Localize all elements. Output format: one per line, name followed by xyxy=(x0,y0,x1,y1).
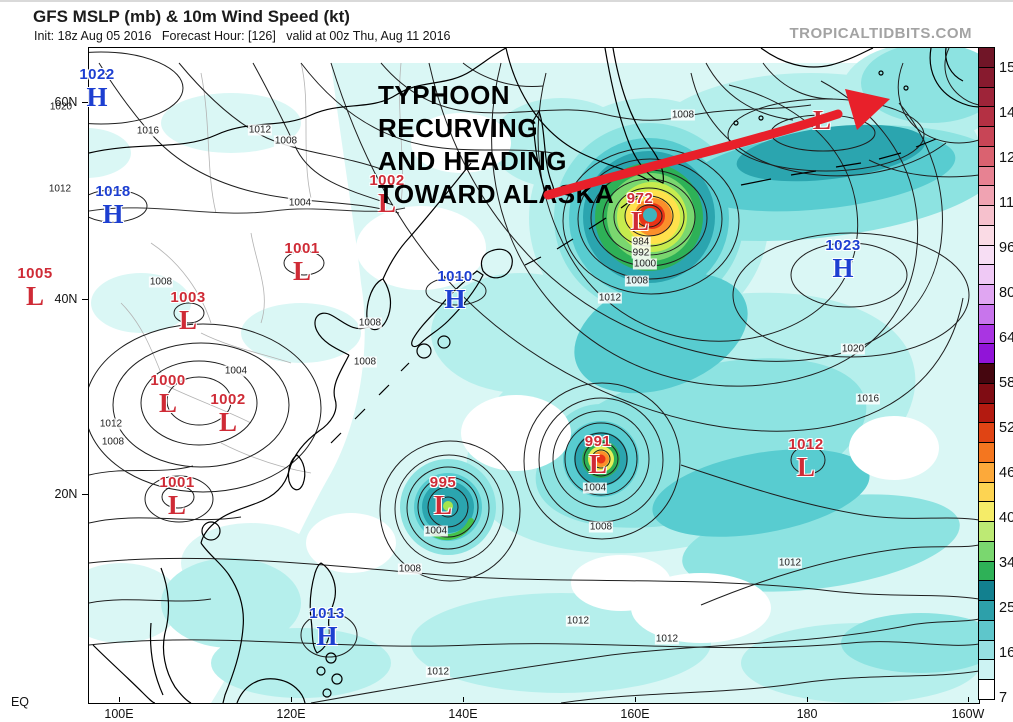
colorbar-tick-label: 14 xyxy=(999,105,1013,121)
colorbar-segment xyxy=(979,206,994,226)
colorbar-tick-label: 40 xyxy=(999,510,1013,526)
lat-label: EQ xyxy=(10,695,30,709)
colorbar-segment xyxy=(979,265,994,285)
colorbar-segment xyxy=(979,620,994,641)
colorbar-segment xyxy=(979,660,994,680)
colorbar-segment xyxy=(979,146,994,167)
colorbar-tick-label: 15 xyxy=(999,60,1013,76)
contour-label: 1020 xyxy=(48,101,74,113)
contour-label: 1012 xyxy=(47,183,73,195)
colorbar-segment xyxy=(979,522,994,542)
colorbar-tick-label: 96 xyxy=(999,240,1013,256)
colorbar-segment xyxy=(979,225,994,246)
colorbar-segment xyxy=(979,245,994,266)
colorbar-tick-label: 64 xyxy=(999,330,1013,346)
lon-label: 120E xyxy=(276,707,306,721)
colorbar-tick-label: 11 xyxy=(999,195,1013,211)
colorbar-segment xyxy=(979,107,994,127)
map-graphic xyxy=(89,48,979,703)
colorbar-segment xyxy=(979,462,994,483)
colorbar-tick-label: 80 xyxy=(999,285,1013,301)
colorbar-segment xyxy=(979,403,994,424)
colorbar-segment xyxy=(979,640,994,661)
lon-label: 180 xyxy=(796,707,818,721)
colorbar-segment xyxy=(979,285,994,305)
low-value: 1005 xyxy=(17,265,53,282)
colorbar-segment xyxy=(979,166,994,187)
colorbar-segment xyxy=(979,364,994,384)
colorbar-segment xyxy=(979,324,994,345)
colorbar-segment xyxy=(979,186,994,206)
colorbar-labels: 15 14 12 11 96 80 64 58 52 46 40 34 25 16 7 xyxy=(999,47,1013,706)
wind-speed-colorbar xyxy=(978,47,995,700)
low-pressure-center: 1005 L xyxy=(17,266,52,310)
map-frame xyxy=(88,47,980,704)
low-letter: L xyxy=(25,281,44,311)
colorbar-segment xyxy=(979,304,994,325)
colorbar-tick-label: 58 xyxy=(999,375,1013,391)
lat-label: 40N xyxy=(54,292,78,306)
colorbar-segment xyxy=(979,601,994,621)
colorbar-tick-label: 12 xyxy=(999,150,1013,166)
colorbar-tick-label: 34 xyxy=(999,555,1013,571)
lon-label: 160W xyxy=(951,707,985,721)
lat-label: 20N xyxy=(54,487,78,501)
colorbar-segment xyxy=(979,541,994,562)
colorbar-tick-label: 52 xyxy=(999,420,1013,436)
lon-label: 160E xyxy=(620,707,650,721)
colorbar-segment xyxy=(979,502,994,522)
watermark: TROPICALTIDBITS.COM xyxy=(789,25,972,42)
colorbar-tick-label: 46 xyxy=(999,465,1013,481)
colorbar-segment xyxy=(979,581,994,601)
lat-label: 60N xyxy=(54,95,78,109)
colorbar-segment xyxy=(979,443,994,463)
colorbar-segment xyxy=(979,561,994,582)
page-title: GFS MSLP (mb) & 10m Wind Speed (kt) xyxy=(33,7,350,26)
colorbar-tick-label: 7 xyxy=(999,690,1008,706)
colorbar-segment xyxy=(979,423,994,443)
colorbar-segment xyxy=(979,344,994,364)
colorbar-tick-label: 25 xyxy=(999,600,1013,616)
lon-label: 140E xyxy=(448,707,478,721)
colorbar-segment xyxy=(979,48,994,68)
colorbar-segment xyxy=(979,127,994,147)
admin-borders xyxy=(120,62,403,474)
model-run-subtitle: Init: 18z Aug 05 2016 Forecast Hour: [12… xyxy=(34,29,451,43)
colorbar-tick-label: 16 xyxy=(999,645,1013,661)
colorbar-segment xyxy=(979,482,994,503)
coastlines xyxy=(89,48,979,703)
colorbar-segment xyxy=(979,680,994,699)
lon-label: 100E xyxy=(104,707,134,721)
colorbar-segment xyxy=(979,87,994,108)
colorbar-segment xyxy=(979,383,994,404)
colorbar-segment xyxy=(979,67,994,88)
